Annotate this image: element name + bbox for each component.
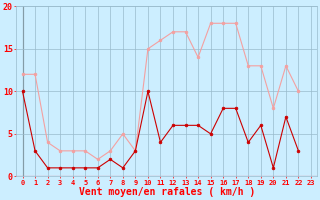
X-axis label: Vent moyen/en rafales ( km/h ): Vent moyen/en rafales ( km/h ) — [79, 187, 255, 197]
